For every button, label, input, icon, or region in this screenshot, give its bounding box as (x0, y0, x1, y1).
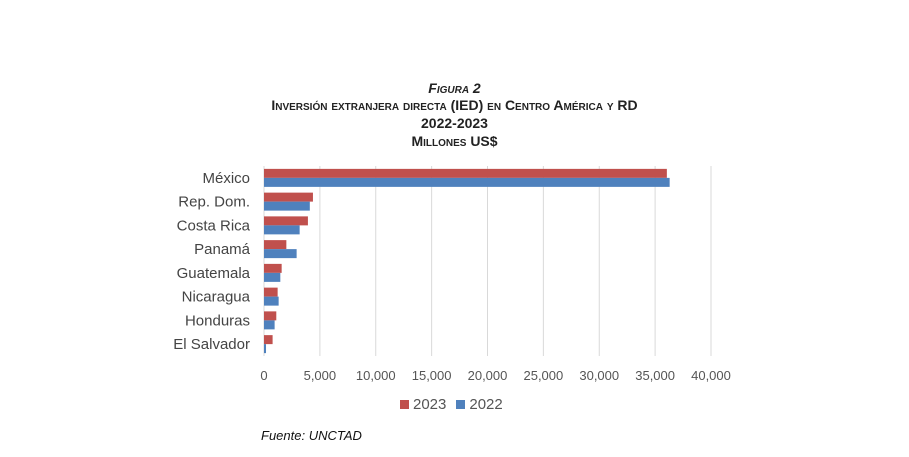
category-label: Costa Rica (177, 217, 251, 234)
legend-item-2023: 2023 (400, 396, 446, 413)
x-tick-label: 30,000 (579, 368, 619, 383)
x-tick-label: 15,000 (412, 368, 452, 383)
x-tick-label: 25,000 (523, 368, 563, 383)
bar-2022 (264, 201, 310, 211)
x-tick-label: 40,000 (691, 368, 731, 383)
legend: 2023 2022 (400, 396, 503, 413)
chart-title: Inversión extranjera directa (IED) en Ce… (271, 97, 638, 113)
legend-item-2022: 2022 (456, 396, 503, 413)
bar-2022 (264, 320, 275, 330)
x-tick-label: 5,000 (304, 368, 337, 383)
category-label: Rep. Dom. (178, 194, 250, 211)
bar-2023 (264, 168, 667, 178)
category-label: Honduras (185, 312, 250, 329)
category-label: Nicaragua (182, 289, 251, 306)
bar-2023 (264, 192, 313, 202)
category-label: El Salvador (173, 336, 250, 353)
x-tick-label: 35,000 (635, 368, 675, 383)
category-label: Panamá (194, 241, 251, 258)
bar-2022 (264, 177, 670, 187)
category-label: Guatemala (177, 265, 251, 282)
x-tick-label: 20,000 (468, 368, 508, 383)
bar-2022 (264, 225, 300, 235)
bar-2023 (264, 216, 308, 226)
bar-2023 (264, 287, 278, 297)
x-tick-label: 10,000 (356, 368, 396, 383)
bar-2023 (264, 335, 273, 345)
bar-2022 (264, 272, 281, 282)
bar-2023 (264, 311, 277, 321)
bar-2023 (264, 263, 282, 273)
bar-2022 (264, 249, 297, 259)
source-note: Fuente: UNCTAD (261, 428, 362, 443)
bar-2022 (264, 344, 267, 354)
category-label: México (202, 170, 250, 187)
figure-label: Figura 2 (428, 80, 481, 96)
chart-subtitle-years: 2022-2023 (421, 115, 488, 131)
bar-chart: 0 5,000 10,000 15,000 20,000 25,000 30,000 35,0… (173, 166, 731, 383)
bar-2022 (264, 296, 279, 306)
chart-subtitle-units: Millones US$ (411, 133, 498, 149)
bar-2023 (264, 240, 287, 250)
x-tick-label: 0 (260, 368, 267, 383)
